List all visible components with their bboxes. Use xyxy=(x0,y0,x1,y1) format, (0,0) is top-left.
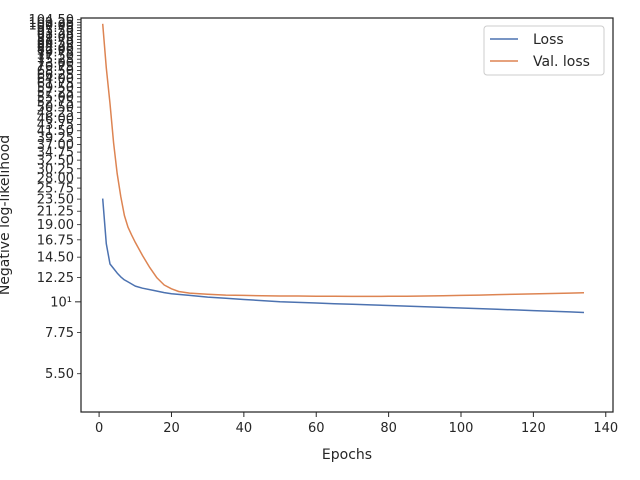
plot-marks xyxy=(101,23,585,314)
y-tick-label: 37.00 xyxy=(37,138,74,153)
x-tick-label: 140 xyxy=(593,421,618,436)
y-tick-label: 104.50 xyxy=(29,13,75,28)
y-tick-label: 91.00 xyxy=(37,30,74,45)
y-tick-label: 86.50 xyxy=(37,36,74,51)
series-line-2 xyxy=(101,23,585,298)
y-tick-label: 23.50 xyxy=(37,193,74,208)
series-line-1 xyxy=(101,198,585,314)
y-tick-label: 97.75 xyxy=(37,21,74,36)
y-tick-label: 28.00 xyxy=(37,172,74,187)
y-tick-label: 68.50 xyxy=(37,64,74,79)
x-tick-label: 80 xyxy=(380,421,397,436)
y-tick-label: 70.75 xyxy=(37,60,74,75)
y-tick-label: 46.00 xyxy=(37,112,74,127)
y-tick-label: 100.00 xyxy=(29,19,75,34)
x-tick-label: 60 xyxy=(308,421,325,436)
y-tick-label: 79.75 xyxy=(37,46,74,61)
y-tick-label: 64.00 xyxy=(37,72,74,87)
x-tick-label: 0 xyxy=(95,421,103,436)
y-tick-label: 84.25 xyxy=(37,39,74,54)
y-tick-label: 66.25 xyxy=(37,68,74,83)
y-tick-label: 77.50 xyxy=(37,49,74,64)
y-tick-label: 55.00 xyxy=(37,90,74,105)
y-tick-label: 59.50 xyxy=(37,81,74,96)
y-tick-label: 50.50 xyxy=(37,101,74,116)
y-tick-label: 39.25 xyxy=(37,131,74,146)
y-tick-label: 25.75 xyxy=(37,182,74,197)
y-tick-label: 21.25 xyxy=(37,205,74,220)
x-axis-ticks: 0 20 40 60 80 100 120 140 xyxy=(95,412,618,436)
legend: Loss Val. loss xyxy=(483,25,605,76)
y-tick-label: 73.00 xyxy=(37,56,74,71)
y-tick-label: 61.75 xyxy=(37,76,74,91)
y-axis-label: Negative log-likelihood xyxy=(0,135,13,295)
y-tick-label: 88.75 xyxy=(37,33,74,48)
y-tick-label: 48.25 xyxy=(37,106,74,121)
y-tick-label: 14.50 xyxy=(37,251,74,266)
y-tick-label: 95.50 xyxy=(37,24,74,39)
y-axis-ticks: 5.50 7.75 12.25 14.50 16.7519.0021.2523.5025… xyxy=(29,13,81,382)
y-tick-label: 12.25 xyxy=(37,271,74,286)
y-tick-label: 30.25 xyxy=(37,162,74,177)
y-tick-label: 34.75 xyxy=(37,146,74,161)
y-major-tick-label: 10¹ xyxy=(50,295,72,310)
plot-frame xyxy=(80,17,614,413)
y-tick-label: 5.50 xyxy=(45,367,74,382)
legend-label: Loss xyxy=(533,32,564,48)
x-tick-label: 120 xyxy=(521,421,546,436)
y-tick-label: 16.75 xyxy=(37,233,74,248)
x-tick-label: 40 xyxy=(236,421,253,436)
x-axis-label: Epochs xyxy=(322,447,372,463)
y-tick-label: 32.50 xyxy=(37,154,74,169)
y-tick-label: 57.25 xyxy=(37,86,74,101)
y-tick-label: 52.75 xyxy=(37,95,74,110)
y-tick-label: 19.00 xyxy=(37,218,74,233)
y-tick-label: 43.75 xyxy=(37,118,74,133)
y-tick-label: 102.25 xyxy=(29,16,75,31)
y-tick-label: 93.25 xyxy=(37,27,74,42)
y-tick-label: 82.00 xyxy=(37,42,74,57)
y-tick-label: 7.75 xyxy=(45,326,74,341)
y-tick-label: 41.50 xyxy=(37,124,74,139)
y-tick-label: 75.25 xyxy=(37,53,74,68)
x-tick-label: 20 xyxy=(163,421,180,436)
legend-label: Val. loss xyxy=(533,54,590,70)
x-tick-label: 100 xyxy=(449,421,474,436)
